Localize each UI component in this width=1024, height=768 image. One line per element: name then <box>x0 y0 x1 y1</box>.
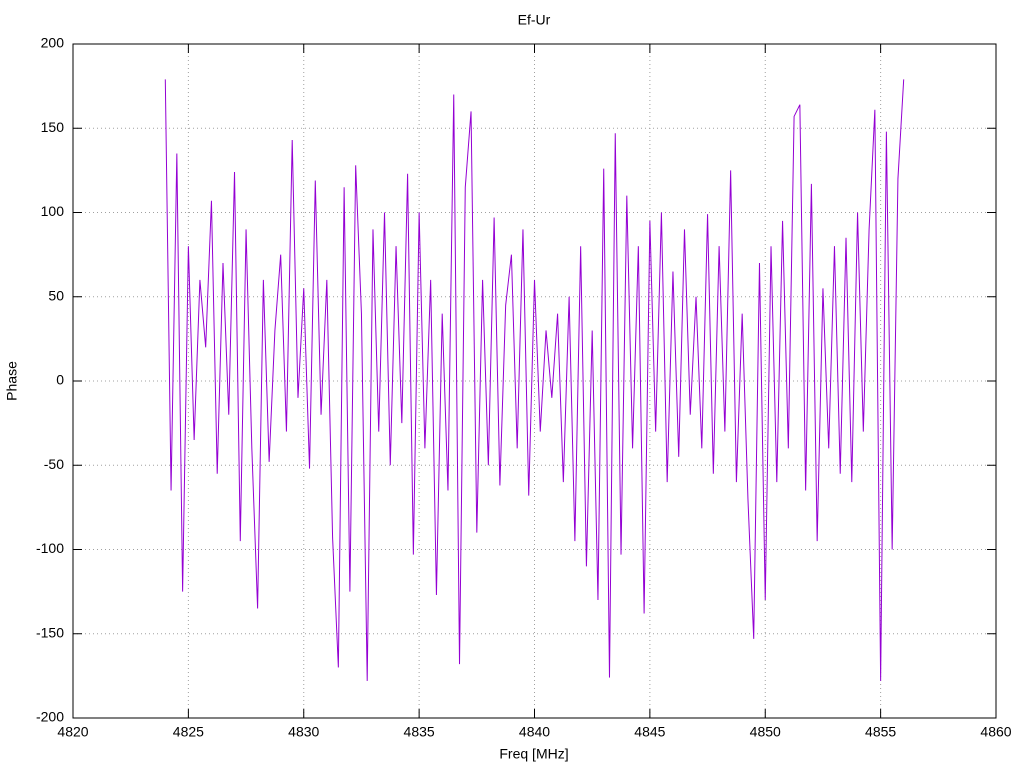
x-tick-label: 4825 <box>173 724 204 740</box>
data-line <box>164 79 905 681</box>
y-tick-label: -100 <box>36 540 64 556</box>
chart-title: Ef-Ur <box>518 12 551 28</box>
x-tick-label: 4855 <box>865 724 896 740</box>
x-tick-label: 4840 <box>519 724 550 740</box>
x-tick-label: 4845 <box>634 724 665 740</box>
y-tick-label: 100 <box>41 203 65 219</box>
x-tick-label: 4850 <box>750 724 781 740</box>
plot-frame <box>72 43 997 719</box>
y-tick-label: -200 <box>36 709 64 725</box>
y-tick-label: 0 <box>56 372 64 388</box>
y-tick-label: 200 <box>41 35 65 51</box>
x-axis-label: Freq [MHz] <box>499 746 568 762</box>
x-tick-label: 4830 <box>288 724 319 740</box>
y-axis-label: Phase <box>4 361 20 401</box>
x-tick-label: 4835 <box>404 724 435 740</box>
y-tick-label: -150 <box>36 624 64 640</box>
x-tick-label: 4820 <box>57 724 88 740</box>
y-tick-label: -50 <box>44 456 64 472</box>
y-tick-label: 50 <box>48 287 64 303</box>
x-tick-label: 4860 <box>980 724 1011 740</box>
y-tick-label: 150 <box>41 119 65 135</box>
